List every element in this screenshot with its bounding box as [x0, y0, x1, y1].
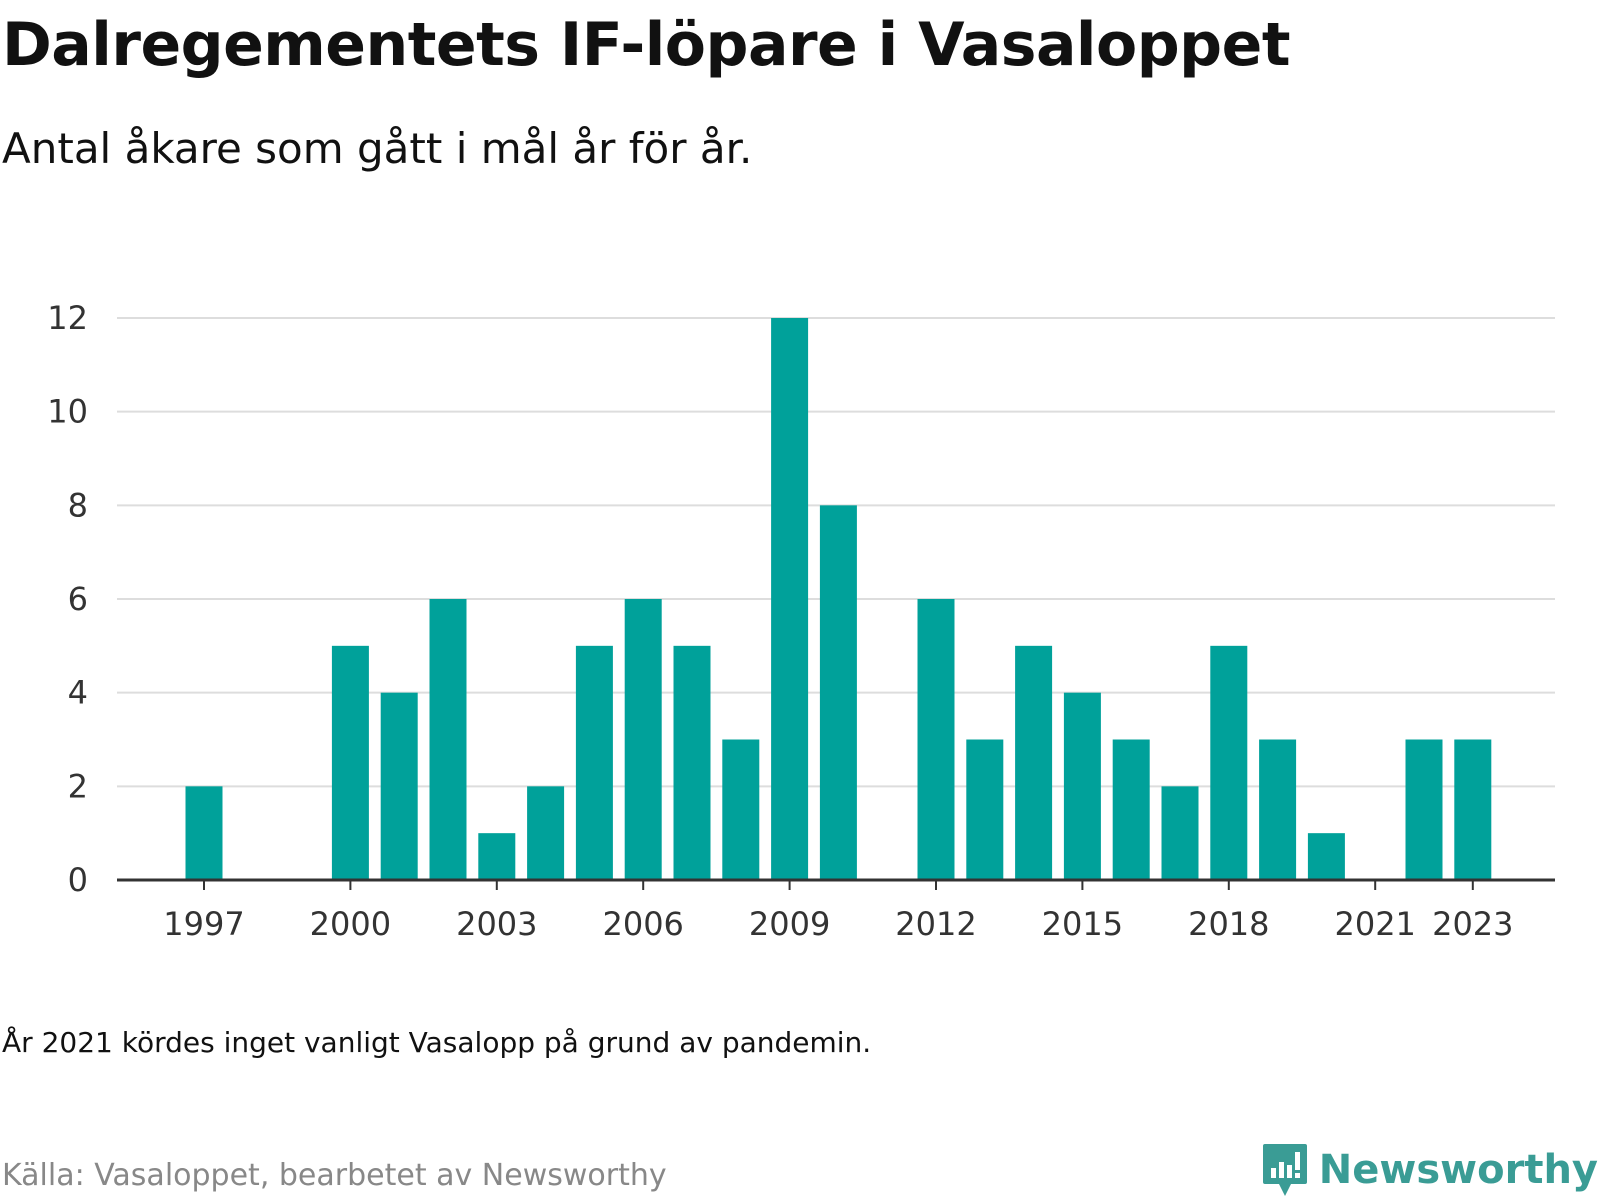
- x-tick-label: 2018: [1188, 905, 1269, 943]
- bar-1997: [185, 786, 223, 880]
- bar-2006: [624, 599, 662, 880]
- bar-2013: [966, 739, 1004, 880]
- x-tick-label: 2021: [1334, 905, 1415, 943]
- brand-logo: Newsworthy: [1261, 1142, 1598, 1198]
- y-tick-label: 4: [68, 674, 88, 712]
- bar-2008: [722, 739, 760, 880]
- y-tick-label: 12: [47, 299, 88, 337]
- bar-2018: [1210, 645, 1248, 880]
- bar-2000: [331, 645, 369, 880]
- brand-name: Newsworthy: [1318, 1147, 1598, 1193]
- bar-2015: [1063, 692, 1101, 880]
- newsworthy-logo-icon: [1262, 1144, 1307, 1196]
- chart-note: År 2021 kördes inget vanligt Vasalopp på…: [2, 1026, 872, 1059]
- bar-2001: [380, 692, 418, 880]
- chart-subtitle: Antal åkare som gått i mål år för år.: [2, 124, 753, 173]
- x-tick-label: 2003: [456, 905, 537, 943]
- y-tick-label: 10: [47, 393, 88, 431]
- bar-chart: 0 2 4 6 8 10 12 1997 2000 2003 2006 2009 2012 2015 201…: [0, 280, 1600, 980]
- bar-2017: [1161, 786, 1199, 880]
- x-tick-label: 2009: [749, 905, 830, 943]
- x-tick-label: 1997: [163, 905, 244, 943]
- x-tick-label: 2012: [895, 905, 976, 943]
- source-credit: Källa: Vasaloppet, bearbetet av Newswort…: [2, 1158, 667, 1193]
- bar-2002: [429, 599, 467, 880]
- y-tick-label: 0: [68, 861, 88, 899]
- bar-2005: [575, 645, 613, 880]
- bar-2004: [527, 786, 565, 880]
- bar-2022: [1405, 739, 1443, 880]
- bar-2012: [917, 599, 955, 880]
- y-tick-label: 2: [68, 767, 88, 805]
- bar-2019: [1259, 739, 1297, 880]
- bar-2007: [673, 645, 711, 880]
- bar-2003: [478, 833, 516, 880]
- bar-chart-svg: 0 2 4 6 8 10 12 1997 2000 2003 2006 2009 2012 2015 201…: [47, 299, 1555, 943]
- x-tick-label: 2000: [310, 905, 391, 943]
- x-tick-label: 2023: [1432, 905, 1513, 943]
- y-tick-label: 8: [68, 486, 88, 524]
- x-tick-label: 2015: [1042, 905, 1123, 943]
- y-tick-label: 6: [68, 580, 88, 618]
- bar-2023: [1454, 739, 1492, 880]
- bar-2020: [1307, 833, 1345, 880]
- bar-2010: [819, 505, 857, 880]
- bar-2016: [1112, 739, 1150, 880]
- bar-2009: [771, 318, 809, 880]
- chart-title: Dalregementets IF-löpare i Vasaloppet: [2, 10, 1291, 80]
- x-tick-label: 2006: [602, 905, 683, 943]
- bar-2014: [1015, 645, 1053, 880]
